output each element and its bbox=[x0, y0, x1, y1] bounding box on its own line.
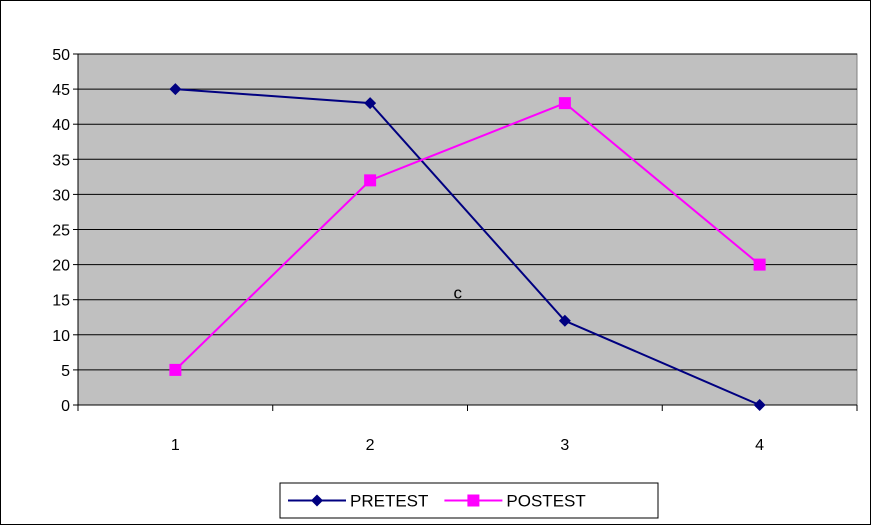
series-layer bbox=[169, 83, 766, 411]
gridlines bbox=[78, 53, 857, 371]
x-tick-label: 1 bbox=[171, 437, 180, 454]
y-tick-label: 40 bbox=[52, 117, 70, 134]
y-tick-label: 25 bbox=[52, 223, 70, 240]
annotation-label: c bbox=[454, 284, 463, 303]
data-point bbox=[558, 314, 571, 327]
y-axis-ticks: 0 5 10 15 20 25 30 35 40 45 50 bbox=[52, 47, 78, 415]
legend-item: POSTEST bbox=[444, 492, 586, 511]
y-tick-label: 45 bbox=[52, 82, 70, 99]
legend: PRETEST POSTEST bbox=[279, 482, 659, 519]
x-tick-label: 3 bbox=[560, 437, 569, 454]
y-tick-label: 35 bbox=[52, 152, 70, 169]
y-tick-label: 30 bbox=[52, 187, 70, 204]
data-point bbox=[364, 97, 377, 110]
legend-label: POSTEST bbox=[506, 492, 585, 511]
legend-item: PRETEST bbox=[288, 492, 428, 511]
data-point bbox=[558, 97, 571, 110]
y-tick-label: 0 bbox=[61, 398, 70, 415]
legend-marker bbox=[311, 494, 323, 507]
x-tick-label: 2 bbox=[366, 437, 375, 454]
data-point bbox=[169, 83, 182, 96]
y-tick-label: 5 bbox=[61, 363, 70, 380]
y-tick-label: 15 bbox=[52, 293, 70, 310]
data-point bbox=[364, 174, 377, 187]
y-tick-label: 10 bbox=[52, 328, 70, 345]
legend-marker bbox=[467, 494, 480, 507]
series-line bbox=[174, 101, 761, 371]
series-line bbox=[175, 88, 761, 406]
x-axis-ticks: 1 2 3 4 bbox=[77, 405, 858, 454]
annotations: c bbox=[454, 284, 463, 303]
series-postest bbox=[169, 97, 766, 376]
x-tick-label: 4 bbox=[755, 437, 764, 454]
series-pretest bbox=[169, 83, 766, 411]
data-point bbox=[753, 399, 766, 411]
legend-label: PRETEST bbox=[350, 492, 428, 511]
data-point bbox=[753, 258, 766, 271]
data-point bbox=[169, 363, 182, 376]
y-tick-label: 50 bbox=[52, 47, 70, 64]
y-tick-label: 20 bbox=[52, 258, 70, 275]
